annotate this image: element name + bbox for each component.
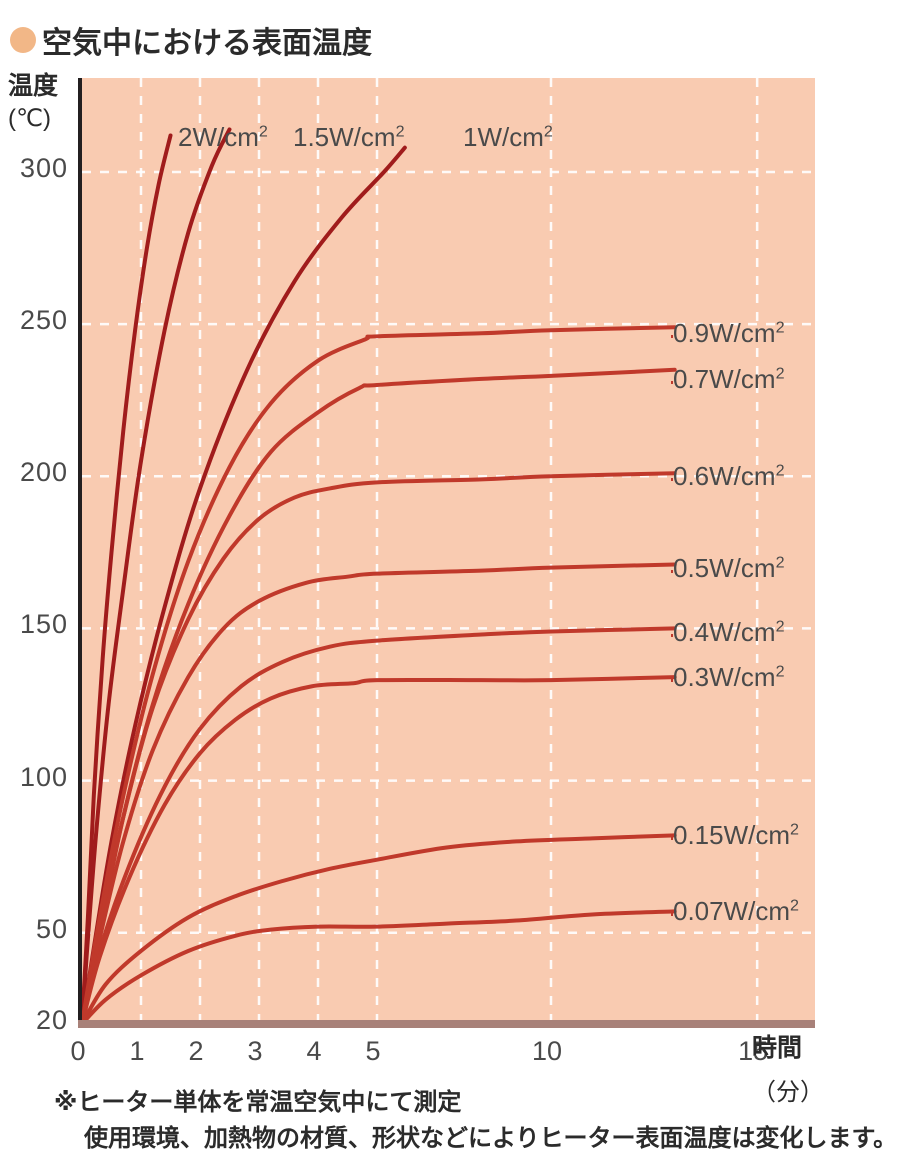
y-tick-label: 200 [19, 457, 68, 488]
series-label-0: 2W/cm2 [178, 122, 268, 152]
chart-series-lines [82, 127, 677, 1024]
series-leader-10 [670, 913, 673, 917]
x-tick-label: 10 [531, 1036, 563, 1066]
x-tick-label: 0 [70, 1036, 86, 1066]
series-label-6: 0.5W/cm2 [673, 552, 785, 583]
x-tick-label: 1 [129, 1036, 145, 1066]
series-line-2 [82, 145, 407, 1024]
series-leader-9 [670, 837, 673, 841]
series-line-5 [82, 471, 677, 1024]
series-label-5: 0.6W/cm2 [673, 461, 785, 492]
y-axis-title: 温度 [8, 72, 59, 100]
series-label-2: 1W/cm2 [463, 122, 553, 152]
x-axis-title: 時間 [752, 1034, 803, 1062]
series-leader-8 [670, 679, 673, 683]
title-text: 空気中における表面温度 [42, 27, 372, 60]
x-tick-label: 2 [188, 1036, 204, 1066]
series-leader-4 [670, 380, 673, 384]
bullet-icon [10, 27, 36, 53]
series-label-10: 0.07W/cm2 [673, 896, 799, 927]
series-line-6 [82, 562, 677, 1024]
series-line-9 [82, 833, 677, 1024]
y-tick-label: 300 [19, 153, 68, 183]
chart-plot-area [78, 78, 819, 1024]
series-label-4: 0.7W/cm2 [673, 363, 785, 394]
x-tick-label: 5 [365, 1036, 381, 1066]
x-axis-baseline [78, 1020, 815, 1028]
series-label-7: 0.4W/cm2 [673, 616, 785, 647]
x-tick-label: 15 [738, 1036, 769, 1066]
series-leader-3 [670, 335, 673, 339]
y-tick-label: 100 [19, 761, 68, 792]
x-tick-label: 3 [247, 1036, 263, 1066]
series-leader-7 [670, 633, 673, 637]
series-line-7 [82, 626, 677, 1024]
series-label-1: 1.5W/cm2 [293, 122, 405, 152]
y-tick-label: 150 [19, 609, 68, 640]
y-tick-label: 250 [19, 305, 68, 336]
chart-gridlines [82, 78, 819, 1024]
series-label-8: 0.3W/cm2 [673, 662, 785, 693]
series-leader-6 [670, 569, 673, 573]
series-line-8 [82, 675, 677, 1024]
series-line-3 [82, 325, 677, 1024]
series-label-9: 0.15W/cm2 [673, 820, 799, 851]
page-title: 空気中における表面温度 [10, 18, 372, 62]
series-line-1 [82, 127, 232, 1024]
x-axis-unit: （分） [752, 1079, 824, 1106]
series-line-10 [82, 909, 677, 1024]
series-leader-5 [670, 478, 673, 482]
y-tick-label: 50 [35, 913, 68, 944]
x-tick-label: 4 [306, 1036, 322, 1066]
y-axis-unit: (℃) [8, 105, 51, 132]
series-line-0 [82, 133, 173, 1024]
note-line-2: 使用環境、加熱物の材質、形状などによりヒーター表面温度は変化します。 [84, 1125, 898, 1152]
note-line-1: ※ヒーター単体を常温空気中にて測定 [54, 1089, 462, 1116]
y-tick-label: 20 [35, 1005, 68, 1035]
series-label-3: 0.9W/cm2 [673, 318, 785, 349]
